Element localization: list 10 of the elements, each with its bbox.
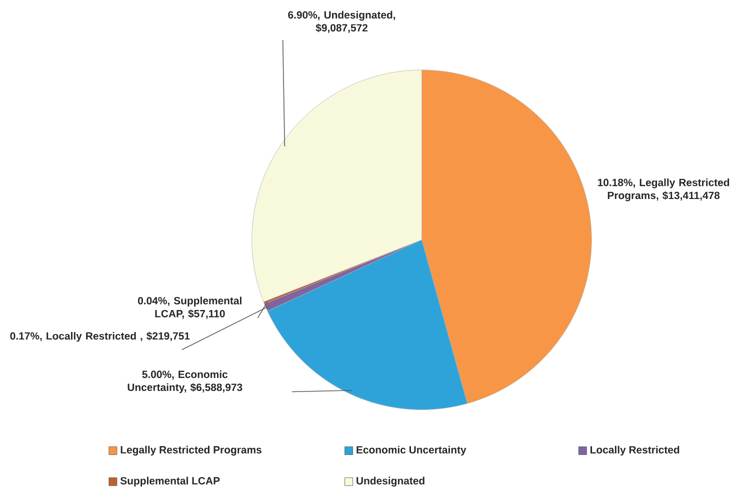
data-label: 5.00%, Economic Uncertainty, $6,588,973	[128, 370, 242, 394]
data-label: 0.04%, Supplemental LCAP, $57,110	[138, 296, 242, 320]
data-label: 0.17%, Locally Restricted , $219,751	[10, 332, 190, 342]
legend-label: Legally Restricted Programs	[120, 446, 262, 456]
data-label: 6.90%, Undesignated, $9,087,572	[288, 11, 396, 34]
legend-label: Locally Restricted	[590, 446, 680, 456]
legend-label: Economic Uncertainty	[356, 446, 466, 456]
legend-label: Undesignated	[356, 476, 424, 487]
legend-label: Supplemental LCAP	[120, 476, 220, 487]
data-label: 10.18%, Legally Restricted Programs, $13,411,478	[598, 178, 730, 202]
